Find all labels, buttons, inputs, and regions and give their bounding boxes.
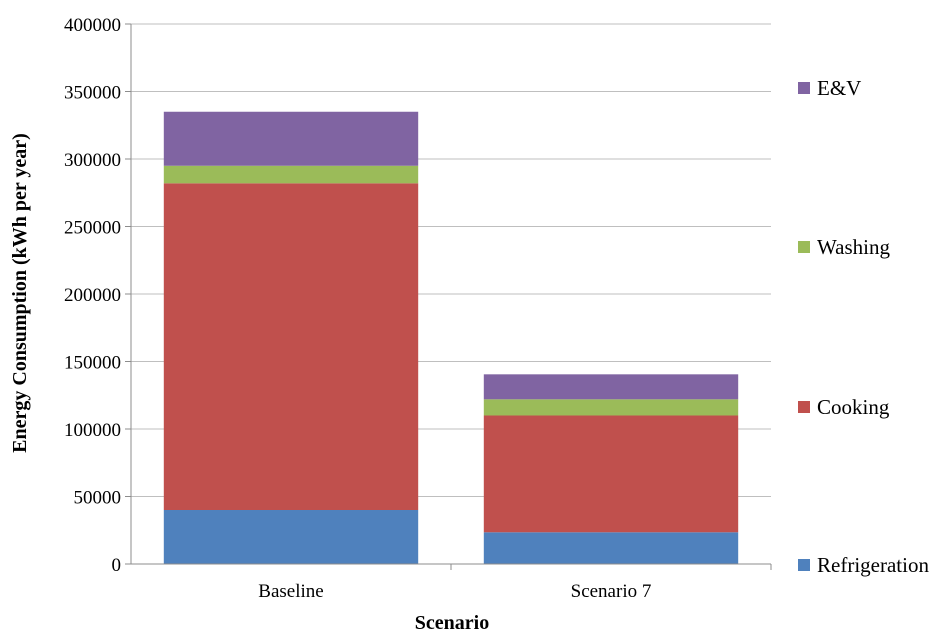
legend-swatch: [798, 559, 810, 571]
legend-swatch: [798, 401, 810, 413]
legend-label: E&V: [817, 76, 861, 100]
y-tick-label: 150000: [64, 353, 121, 374]
y-tick-label: 300000: [64, 150, 121, 171]
x-axis-title: Scenario: [415, 612, 489, 634]
y-tick-label: 400000: [64, 15, 121, 36]
legend-label: Refrigeration: [817, 553, 929, 577]
bar-segment: [163, 183, 419, 511]
bar-segment: [163, 111, 419, 166]
bar-segment: [483, 399, 739, 416]
bar-segment: [483, 532, 739, 564]
y-tick-labels: 0 50000 100000 150000 200000 250000 300000 3500…: [64, 15, 131, 576]
bar-segment: [483, 374, 739, 400]
legend: Refrigeration Cooking Washing E&V: [798, 76, 929, 577]
y-tick-label: 350000: [64, 83, 121, 104]
x-tick-labels: Baseline Scenario 7: [258, 564, 772, 602]
legend-swatch: [798, 241, 810, 253]
x-tick-label: Scenario 7: [571, 581, 652, 602]
bar-segment: [483, 415, 739, 533]
legend-swatch: [798, 82, 810, 94]
y-tick-label: 100000: [64, 420, 121, 441]
y-tick-label: 200000: [64, 285, 121, 306]
legend-label: Washing: [817, 235, 890, 259]
y-tick-label: 250000: [64, 218, 121, 239]
y-tick-label: 50000: [74, 488, 122, 509]
bar-segment: [163, 510, 419, 564]
legend-label: Cooking: [817, 395, 890, 419]
y-axis-title: Energy Consumption (kWh per year): [9, 133, 31, 453]
bars: [163, 111, 739, 564]
bar-segment: [163, 165, 419, 184]
x-tick-label: Baseline: [258, 581, 323, 602]
y-tick-label: 0: [112, 555, 122, 576]
